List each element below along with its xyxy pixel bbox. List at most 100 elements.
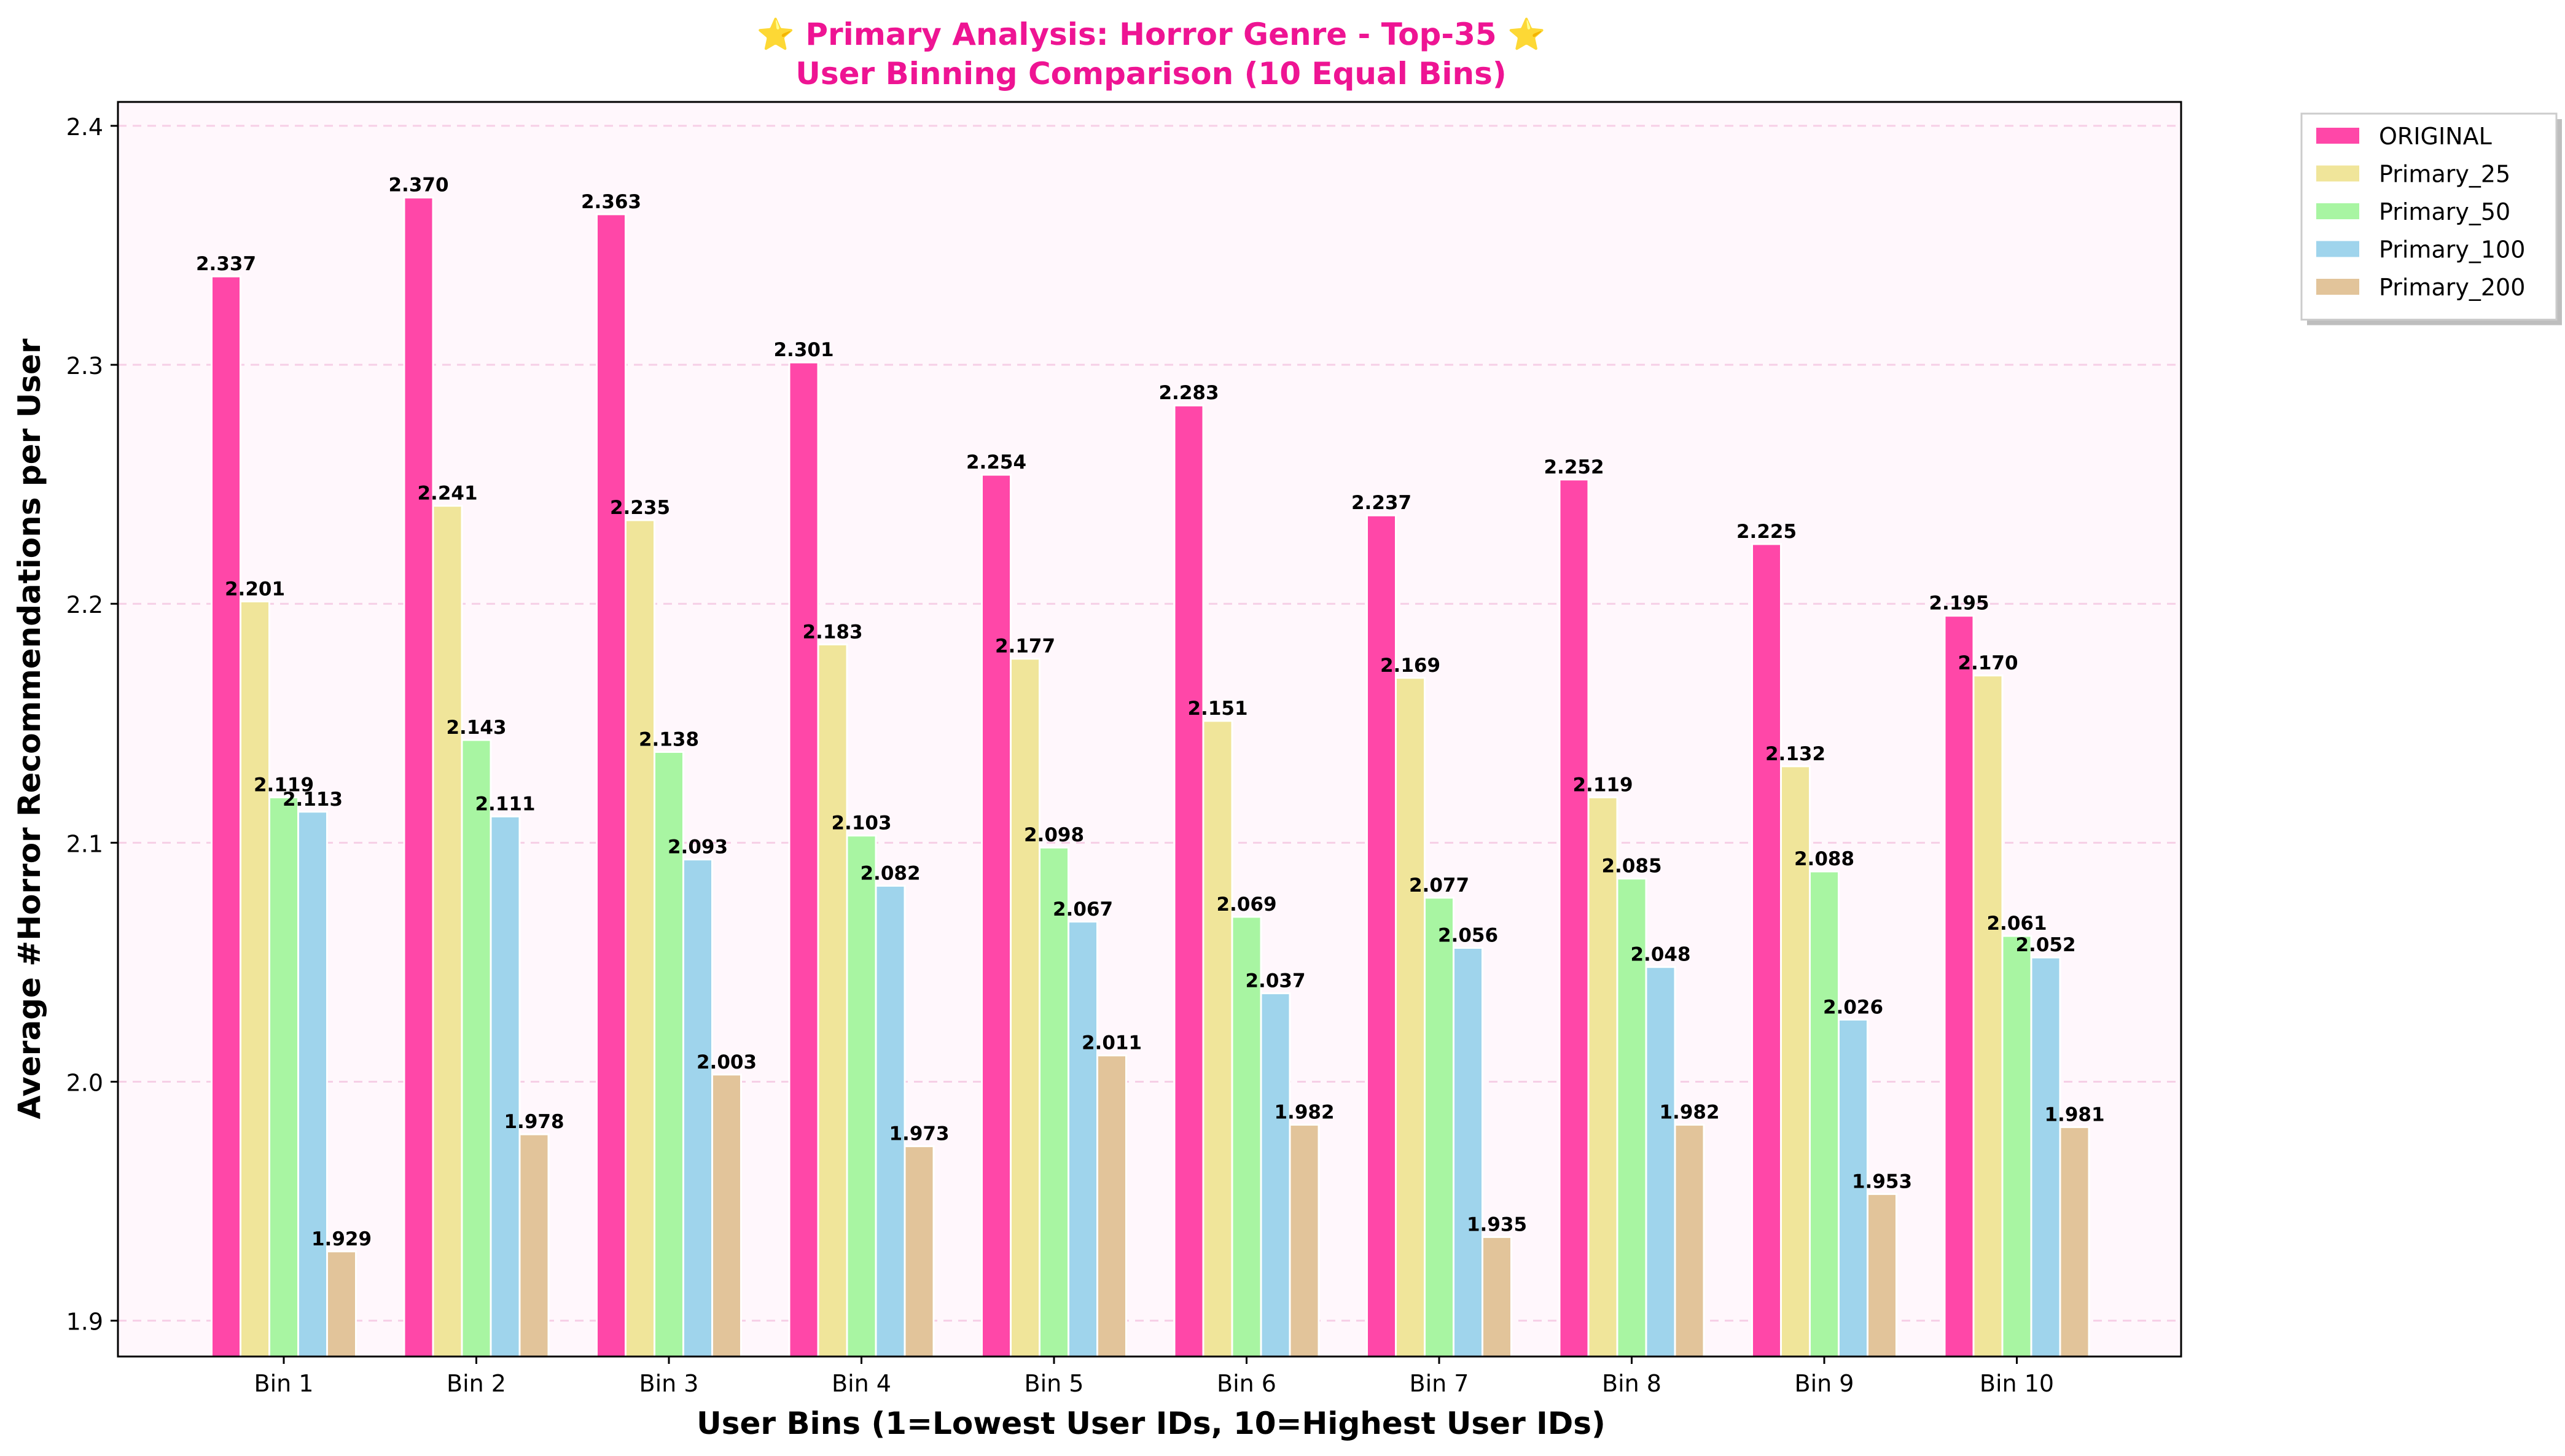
data-label: 2.088 [1794, 848, 1854, 870]
bar [1366, 514, 1397, 1358]
data-label: 2.169 [1380, 655, 1440, 677]
bar [1780, 765, 1811, 1358]
bar [875, 884, 906, 1358]
data-label: 2.061 [1986, 913, 2047, 935]
data-label: 2.195 [1929, 593, 1989, 615]
chart-subtitle: User Binning Comparison (10 Equal Bins) [795, 56, 1506, 91]
bar [625, 519, 655, 1358]
bar [981, 473, 1012, 1358]
x-tick-label: Bin 9 [1795, 1370, 1854, 1397]
bar [596, 213, 627, 1358]
bar [1616, 878, 1647, 1358]
bar [904, 1145, 935, 1358]
bar [1558, 478, 1590, 1358]
plot-frame [117, 101, 2182, 1358]
data-label: 1.973 [889, 1123, 949, 1145]
x-tick-label: Bin 3 [639, 1370, 699, 1397]
bar [1202, 720, 1233, 1358]
x-axis: Bin 1 Bin 2 Bin 3 Bin 4 Bin 5 Bin 6 Bin 7 Bin 8… [254, 1357, 2054, 1397]
bar [297, 811, 328, 1358]
bar [1587, 796, 1618, 1358]
y-axis: 1.9 2.0 2.1 2.2 2.3 2.4 [66, 114, 118, 1336]
x-tick-label: Bin 7 [1410, 1370, 1469, 1397]
x-tick-label: Bin 6 [1217, 1370, 1276, 1397]
data-label: 2.056 [1438, 925, 1498, 947]
bar [1943, 615, 1975, 1358]
bar [711, 1073, 742, 1358]
data-label: 2.337 [196, 253, 256, 275]
bar [461, 739, 492, 1358]
bar [211, 275, 241, 1358]
bar [682, 858, 713, 1358]
data-label: 2.237 [1351, 492, 1411, 514]
data-label: 1.981 [2044, 1104, 2104, 1126]
bar [326, 1250, 357, 1358]
data-label: 2.252 [1544, 456, 1604, 478]
data-label: 2.098 [1024, 824, 1084, 846]
data-label: 1.929 [311, 1228, 372, 1250]
bar [1173, 404, 1204, 1358]
data-label: 1.935 [1467, 1213, 1527, 1236]
data-label: 2.132 [1765, 743, 1825, 765]
bar [2059, 1126, 2090, 1358]
bar [1231, 916, 1262, 1358]
bar [1809, 870, 1840, 1358]
data-label: 2.077 [1409, 874, 1469, 897]
legend-swatch [2315, 164, 2360, 183]
data-label: 1.982 [1274, 1102, 1334, 1124]
bar [490, 816, 521, 1358]
data-label: 2.370 [388, 174, 448, 197]
data-label: 2.011 [1082, 1032, 1142, 1054]
data-label: 2.048 [1630, 944, 1690, 966]
bar [518, 1133, 550, 1358]
y-tick-label: 1.9 [66, 1309, 103, 1336]
bar [1010, 658, 1040, 1358]
data-label: 2.225 [1736, 521, 1797, 543]
y-axis-label: Average #Horror Recommendations per User [12, 338, 47, 1119]
bar [240, 600, 270, 1358]
data-label: 1.978 [504, 1111, 564, 1133]
data-label: 2.085 [1601, 855, 1661, 878]
legend-swatch [2315, 127, 2360, 145]
data-label: 1.982 [1659, 1102, 1719, 1124]
legend-label: Primary_50 [2379, 198, 2510, 225]
data-label: 2.151 [1187, 698, 1247, 720]
x-tick-label: Bin 1 [254, 1370, 314, 1397]
y-tick-label: 2.4 [66, 114, 103, 141]
data-label: 2.067 [1053, 898, 1113, 921]
y-tick-label: 2.0 [66, 1069, 103, 1096]
x-tick-label: Bin 10 [1980, 1370, 2054, 1397]
data-label: 2.254 [966, 451, 1026, 473]
data-label: 2.069 [1216, 893, 1276, 916]
data-label: 2.119 [254, 774, 314, 796]
legend-label: Primary_200 [2379, 274, 2525, 301]
bar [1260, 992, 1291, 1358]
data-label: 2.103 [831, 812, 891, 835]
legend: ORIGINAL Primary_25 Primary_50 Primary_100 P… [2300, 112, 2562, 325]
bar [403, 197, 434, 1358]
data-label: 2.082 [860, 862, 920, 884]
data-label: 2.177 [995, 636, 1055, 658]
data-label: 2.093 [668, 836, 728, 858]
bar [654, 750, 684, 1358]
data-label: 2.113 [283, 788, 343, 811]
bar [2030, 956, 2061, 1358]
bar [1867, 1193, 1897, 1358]
data-label: 2.052 [2015, 934, 2075, 956]
bar [1096, 1054, 1127, 1358]
data-label: 1.953 [1852, 1170, 1912, 1193]
bar [432, 505, 463, 1358]
legend-swatch [2315, 202, 2360, 220]
bar [1289, 1124, 1320, 1358]
bar [1972, 674, 2004, 1358]
bar [268, 796, 299, 1358]
data-label: 2.111 [475, 793, 535, 816]
chart-title: ⭐ Primary Analysis: Horror Genre - Top-3… [757, 17, 1546, 52]
legend-swatch [2315, 278, 2360, 296]
bars [211, 197, 2090, 1358]
bar [1039, 846, 1069, 1358]
bar [1395, 677, 1426, 1358]
bar [2001, 935, 2032, 1358]
y-tick-label: 2.1 [66, 830, 103, 857]
